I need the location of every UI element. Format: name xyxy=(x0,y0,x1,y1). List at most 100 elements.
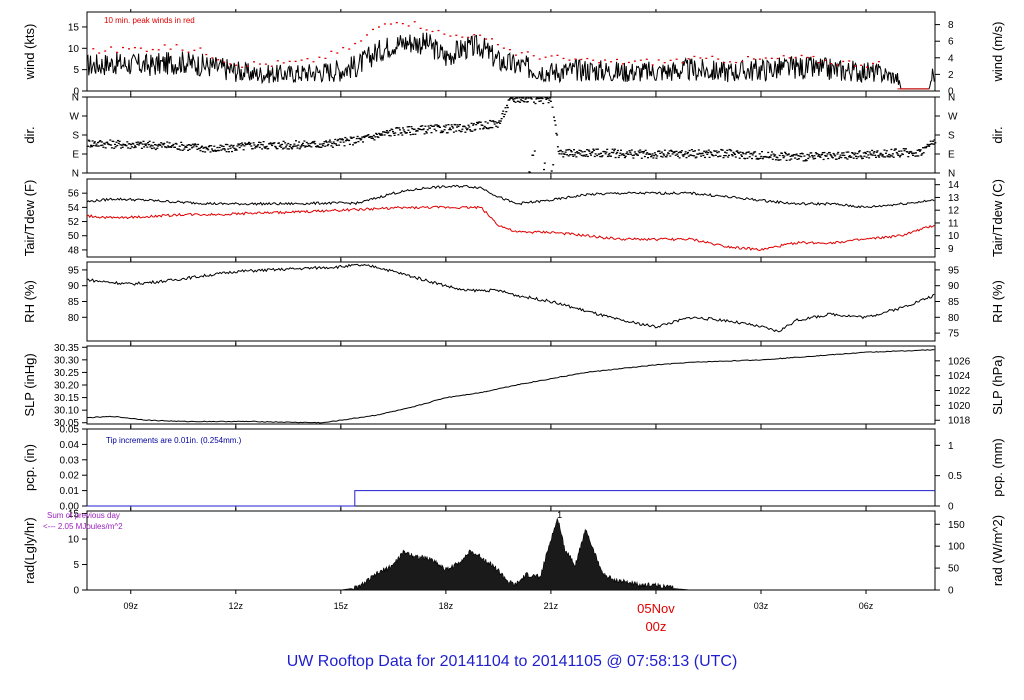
dir-point xyxy=(659,152,662,154)
wind-peak-mark xyxy=(818,62,821,64)
dir-point xyxy=(286,148,289,150)
dir-point xyxy=(826,153,829,155)
dir-point xyxy=(623,156,626,159)
dir-point xyxy=(502,110,505,112)
dir-point xyxy=(220,149,223,151)
dir-point xyxy=(694,150,696,152)
dir-point xyxy=(337,138,340,141)
dir-point xyxy=(912,154,914,156)
dir-point xyxy=(556,146,559,148)
dir-point xyxy=(714,150,716,152)
wind-peak-mark xyxy=(205,53,208,56)
dir-point xyxy=(865,152,867,155)
slp-ytick-label-right: 1024 xyxy=(948,371,971,382)
dir-point xyxy=(489,126,492,129)
dir-point xyxy=(862,152,865,154)
wind-peak-mark xyxy=(699,57,702,59)
slp-ytick-label-right: 1022 xyxy=(948,386,971,397)
dir-point xyxy=(359,139,362,141)
dir-point xyxy=(529,97,532,99)
dir-point xyxy=(626,151,629,153)
dir-point xyxy=(808,156,811,158)
dir-point xyxy=(152,141,155,144)
dir-point xyxy=(407,129,410,131)
dir-point xyxy=(916,149,919,151)
dir-point xyxy=(250,145,253,147)
wind-peak-mark xyxy=(866,66,868,68)
wind-peak-mark xyxy=(580,58,583,61)
dir-point xyxy=(665,156,668,158)
dir-point xyxy=(929,140,932,142)
dir-point xyxy=(604,153,607,155)
wind-peak-mark xyxy=(675,58,678,60)
dir-point xyxy=(435,124,438,126)
temp-ytick-label-left: 54 xyxy=(68,203,80,214)
dir-point xyxy=(587,149,590,151)
wind-peak-mark xyxy=(282,62,285,64)
dir-point xyxy=(312,142,315,144)
dir-point xyxy=(724,151,726,153)
wind-peak-mark xyxy=(550,55,553,57)
dir-point xyxy=(714,154,717,156)
dir-point xyxy=(758,153,761,155)
dir-point xyxy=(779,159,782,161)
dir-point xyxy=(120,144,123,146)
dir-point xyxy=(591,151,594,153)
dir-point xyxy=(183,148,186,150)
dir-point xyxy=(915,155,918,157)
dir-point xyxy=(237,143,240,145)
dir-point xyxy=(567,155,570,157)
dir-point xyxy=(232,144,235,147)
dir-point xyxy=(545,98,548,100)
dir-point xyxy=(760,155,763,158)
dir-point xyxy=(576,151,579,153)
dir-point xyxy=(258,141,260,143)
pcp-ytick-label-left: 0.00 xyxy=(60,502,80,513)
dir-point xyxy=(254,147,257,149)
dir-point xyxy=(488,127,491,129)
dir-point xyxy=(403,130,406,133)
dir-point xyxy=(116,144,119,147)
wind-peak-mark xyxy=(836,64,839,66)
wind-peak-mark xyxy=(241,66,244,68)
dir-point xyxy=(832,152,835,155)
dir-point xyxy=(388,129,391,132)
dir-point xyxy=(115,141,118,143)
dir-point xyxy=(348,139,351,142)
dir-point xyxy=(525,97,528,99)
wind-peak-mark xyxy=(651,64,654,66)
dir-point xyxy=(109,139,112,141)
dir-point xyxy=(486,127,488,130)
wind-peak-mark xyxy=(372,28,374,31)
dir-point xyxy=(570,150,572,152)
dir-point xyxy=(547,102,550,104)
dir-point xyxy=(811,156,814,158)
dir-point xyxy=(499,120,502,122)
dir-point xyxy=(579,153,582,155)
dir-point xyxy=(799,153,802,155)
dir-point xyxy=(478,121,481,123)
rad-ytick-label-left: 10 xyxy=(68,535,80,546)
slp-ytick-label-left: 30.25 xyxy=(54,368,79,379)
dir-point xyxy=(181,149,184,151)
dir-point xyxy=(342,139,344,141)
dir-point xyxy=(130,143,133,146)
dir-point xyxy=(902,148,905,150)
dir-point xyxy=(661,156,664,158)
dir-point xyxy=(411,128,414,130)
dir-point xyxy=(201,150,204,153)
dir-point xyxy=(840,156,843,159)
dir-point xyxy=(128,143,131,145)
dir-point xyxy=(433,128,436,130)
wind-peak-mark xyxy=(491,38,493,40)
dir-point xyxy=(816,153,819,155)
wind-ytick-label-left: 0 xyxy=(73,87,79,98)
dir-point xyxy=(918,149,921,151)
dir-point xyxy=(741,151,744,154)
temp-ytick-label-right: 10 xyxy=(948,231,960,242)
dir-point xyxy=(927,144,930,146)
temp-ytick-label-left: 52 xyxy=(68,217,80,228)
dir-point xyxy=(572,155,575,157)
dir-point xyxy=(812,158,815,160)
dir-point xyxy=(229,147,232,149)
